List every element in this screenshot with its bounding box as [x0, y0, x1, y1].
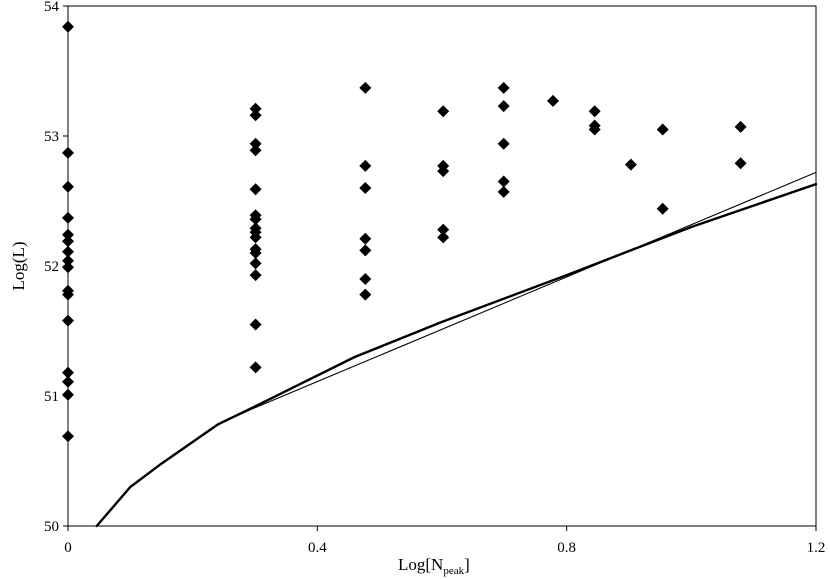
data-point-diamond	[734, 120, 747, 133]
data-point-diamond	[249, 269, 262, 282]
y-tick-label: 53	[44, 129, 59, 145]
data-point-diamond	[249, 144, 262, 157]
plot-area	[67, 5, 817, 527]
data-point-diamond	[249, 102, 262, 115]
x-axis-label: Log[Npeak]	[398, 555, 470, 577]
data-point-diamond	[656, 123, 669, 136]
model-curves	[95, 171, 818, 528]
data-point-diamond	[62, 245, 74, 258]
data-point-diamond	[62, 366, 74, 379]
y-tick-label: 54	[44, 0, 60, 15]
y-tick-label: 50	[44, 519, 59, 535]
data-point-diamond	[62, 228, 74, 241]
data-point-diamond	[249, 137, 262, 150]
x-tick-label: 1.2	[807, 540, 826, 556]
data-point-diamond	[359, 182, 372, 194]
data-point-diamond	[62, 254, 74, 267]
data-point-diamond	[359, 232, 372, 245]
data-point-diamond	[734, 157, 747, 170]
x-axis-label-close: ]	[464, 555, 470, 574]
data-point-diamond	[249, 231, 262, 244]
data-point-diamond	[62, 211, 74, 224]
data-point-diamond	[656, 202, 669, 215]
x-tick-label: 0	[64, 540, 72, 556]
data-point-diamond	[437, 223, 450, 236]
data-point-diamond	[62, 375, 74, 388]
data-point-diamond	[624, 158, 637, 171]
data-point-diamond	[359, 81, 372, 94]
data-point-diamond	[62, 430, 74, 443]
data-point-diamond	[359, 288, 372, 301]
data-point-diamond	[62, 20, 74, 33]
x-axis-label-subscript: peak	[443, 565, 464, 577]
data-point-diamond	[497, 175, 510, 188]
data-point-diamond	[359, 159, 372, 172]
data-point-diamond	[62, 235, 74, 248]
data-point-diamond	[249, 213, 262, 226]
y-axis-ticks: 50 51 52 53 54	[44, 0, 68, 535]
x-tick-label: 0.4	[308, 540, 327, 556]
data-point-diamond	[62, 388, 74, 401]
x-tick-label: 0.8	[557, 540, 576, 556]
data-point-diamond	[547, 94, 559, 107]
data-point-diamond	[437, 231, 450, 244]
data-point-diamond	[497, 185, 510, 198]
data-point-diamond	[588, 105, 601, 118]
x-axis-ticks: 0 0.4 0.8 1.2	[64, 526, 825, 556]
data-point-diamond	[497, 137, 510, 150]
data-point-diamond	[437, 165, 450, 178]
data-point-diamond	[497, 81, 510, 94]
data-point-diamond	[359, 244, 372, 257]
data-point-diamond	[359, 273, 372, 285]
y-tick-label: 51	[44, 389, 59, 405]
data-point-diamond	[249, 183, 262, 196]
y-axis-label: Log(L)	[9, 241, 28, 290]
data-point-diamond	[62, 180, 74, 193]
data-point-diamond	[249, 109, 262, 122]
data-point-diamond	[437, 105, 450, 118]
data-point-diamond	[249, 318, 262, 331]
data-points	[62, 20, 747, 443]
data-point-diamond	[62, 314, 74, 327]
data-point-diamond	[249, 247, 262, 259]
data-point-diamond	[249, 361, 262, 374]
model-curve-thin	[217, 171, 817, 426]
data-point-diamond	[62, 261, 74, 274]
data-point-diamond	[249, 257, 262, 270]
y-tick-label: 52	[44, 259, 59, 275]
data-point-diamond	[62, 288, 74, 301]
data-point-diamond	[62, 146, 74, 159]
data-point-diamond	[588, 123, 601, 136]
data-point-diamond	[497, 100, 510, 113]
